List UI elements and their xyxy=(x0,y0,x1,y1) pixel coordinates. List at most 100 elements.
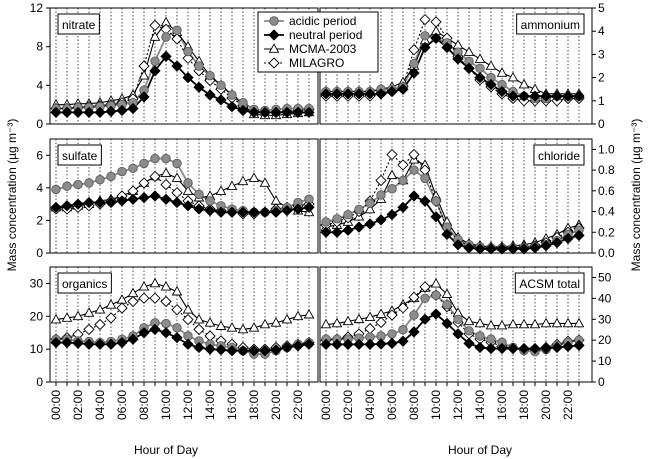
data-point-mcma-2003-ammonium xyxy=(496,67,508,77)
data-point-neutral-period-organics xyxy=(138,327,150,339)
data-point-neutral-period-sulfate xyxy=(182,200,194,212)
data-point-neutral-period-chloride xyxy=(452,239,464,251)
data-point-neutral-period-sulfate xyxy=(237,206,249,218)
x-tick-label-left: 12:00 xyxy=(181,390,195,420)
y-tick-label-organics: 20 xyxy=(30,309,44,323)
y-tick-label-sulfate: 4 xyxy=(36,181,43,195)
data-point-neutral-period-chloride xyxy=(408,190,420,202)
data-point-milagro-acsm-total xyxy=(386,309,398,321)
x-tick-label-right: 12:00 xyxy=(451,390,465,420)
data-point-milagro-organics xyxy=(204,330,216,342)
data-point-neutral-period-chloride xyxy=(386,209,398,221)
data-point-neutral-period-nitrate xyxy=(127,102,139,115)
x-tick-label-left: 16:00 xyxy=(225,390,239,420)
x-tick-label-right: 08:00 xyxy=(407,390,421,420)
data-point-mcma-2003-organics xyxy=(116,294,128,304)
data-point-neutral-period-acsm-total xyxy=(529,342,541,355)
data-point-neutral-period-ammonium xyxy=(518,90,530,102)
data-point-mcma-2003-organics xyxy=(127,287,139,298)
data-point-neutral-period-acsm-total xyxy=(496,342,508,355)
data-point-milagro-sulfate xyxy=(171,187,183,199)
data-point-mcma-2003-acsm-total xyxy=(320,318,332,329)
data-point-neutral-period-ammonium xyxy=(474,71,486,84)
data-point-neutral-period-chloride xyxy=(353,221,365,233)
data-point-neutral-period-chloride xyxy=(562,232,574,245)
data-point-acidic-period-chloride xyxy=(409,165,419,175)
data-point-neutral-period-nitrate xyxy=(292,106,304,119)
data-point-neutral-period-chloride xyxy=(496,243,508,255)
y-tick-label-ammonium: 0 xyxy=(598,117,605,131)
data-point-acidic-period-chloride xyxy=(365,198,375,208)
data-point-neutral-period-organics xyxy=(182,338,194,350)
data-point-mcma-2003-organics xyxy=(303,308,315,319)
data-point-neutral-period-sulfate xyxy=(127,193,139,205)
data-point-neutral-period-acsm-total xyxy=(441,317,453,330)
data-point-neutral-period-nitrate xyxy=(160,50,172,62)
data-point-mcma-2003-organics xyxy=(171,285,183,296)
y-tick-label-organics: 30 xyxy=(30,276,44,290)
data-point-neutral-period-organics xyxy=(127,333,139,345)
panel-title-sulfate: sulfate xyxy=(62,149,98,163)
data-point-neutral-period-chloride xyxy=(320,226,332,238)
data-point-neutral-period-sulfate xyxy=(138,191,150,204)
y-tick-label-ammonium: 2 xyxy=(598,71,605,85)
x-tick-label-left: 06:00 xyxy=(115,390,129,420)
data-point-acidic-period-nitrate xyxy=(172,25,182,35)
data-point-neutral-period-sulfate xyxy=(149,190,161,202)
data-point-mcma-2003-sulfate xyxy=(259,177,271,187)
data-point-neutral-period-ammonium xyxy=(342,88,354,100)
data-point-mcma-2003-ammonium xyxy=(474,53,486,63)
data-point-acidic-period-acsm-total xyxy=(486,334,496,344)
data-point-acidic-period-organics xyxy=(172,323,182,333)
data-point-milagro-organics xyxy=(193,323,205,336)
panel-title-box-organics xyxy=(57,272,112,294)
data-point-mcma-2003-acsm-total xyxy=(441,288,453,298)
data-point-neutral-period-chloride xyxy=(397,201,409,214)
data-point-neutral-period-nitrate xyxy=(138,91,150,103)
legend-marker-neutral-period xyxy=(268,29,280,41)
data-point-mcma-2003-nitrate xyxy=(138,69,150,80)
data-point-neutral-period-acsm-total xyxy=(463,337,475,349)
x-tick-label-right: 16:00 xyxy=(495,390,509,420)
data-point-neutral-period-organics xyxy=(259,345,271,357)
data-point-neutral-period-chloride xyxy=(507,243,519,255)
x-tick-label-left: 14:00 xyxy=(203,390,217,420)
data-point-acidic-period-sulfate xyxy=(106,171,116,182)
data-point-mcma-2003-acsm-total xyxy=(331,317,343,328)
data-point-neutral-period-nitrate xyxy=(50,106,62,119)
data-point-acidic-period-nitrate xyxy=(161,32,171,42)
data-point-mcma-2003-acsm-total xyxy=(551,317,563,328)
data-point-acidic-period-ammonium xyxy=(475,63,485,74)
data-point-neutral-period-nitrate xyxy=(270,106,282,119)
data-point-neutral-period-nitrate xyxy=(303,106,315,119)
data-point-neutral-period-ammonium xyxy=(573,90,585,102)
data-point-neutral-period-organics xyxy=(72,337,84,349)
data-point-milagro-organics xyxy=(127,295,139,308)
x-axis-label-left: Hour of Day xyxy=(134,443,198,457)
data-point-acidic-period-sulfate xyxy=(73,179,83,190)
data-point-neutral-period-organics xyxy=(226,345,238,357)
data-point-milagro-organics xyxy=(160,295,172,308)
panel-title-organics: organics xyxy=(62,277,107,291)
data-point-acidic-period-nitrate xyxy=(227,90,237,100)
data-point-neutral-period-sulfate xyxy=(303,201,315,214)
data-point-neutral-period-ammonium xyxy=(529,90,541,102)
data-point-acidic-period-sulfate xyxy=(95,175,105,185)
y-tick-label-organics: 0 xyxy=(36,375,43,389)
panel-title-acsm-total: ACSM total xyxy=(519,277,580,291)
y-tick-label-chloride: 0.0 xyxy=(598,246,615,260)
data-point-neutral-period-organics xyxy=(61,336,73,349)
data-point-neutral-period-acsm-total xyxy=(430,308,442,320)
data-point-mcma-2003-acsm-total xyxy=(518,318,530,329)
data-point-acidic-period-chloride xyxy=(376,190,386,200)
data-point-neutral-period-acsm-total xyxy=(342,338,354,351)
data-point-neutral-period-ammonium xyxy=(419,41,431,54)
x-tick-label-right: 22:00 xyxy=(561,390,575,420)
data-point-acidic-period-sulfate xyxy=(84,178,94,188)
data-point-neutral-period-nitrate xyxy=(215,94,227,106)
data-point-neutral-period-sulfate xyxy=(259,206,271,218)
panel-title-box-ammonium xyxy=(516,13,585,35)
x-tick-label-right: 18:00 xyxy=(517,390,531,420)
data-point-neutral-period-acsm-total xyxy=(331,338,343,351)
